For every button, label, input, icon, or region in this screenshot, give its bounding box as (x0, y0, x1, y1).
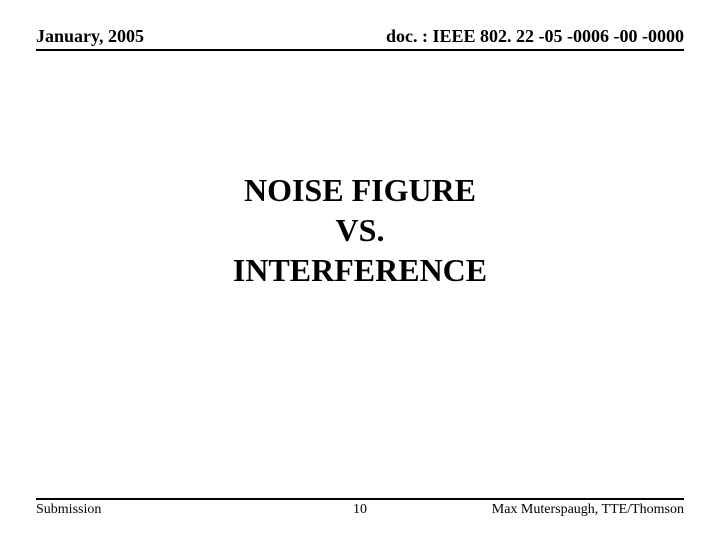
footer-page-number: 10 (353, 502, 367, 518)
footer-left: Submission (36, 502, 101, 518)
header-date: January, 2005 (36, 26, 144, 47)
footer-author: Max Muterspaugh, TTE/Thomson (492, 502, 684, 518)
slide-page: January, 2005 doc. : IEEE 802. 22 -05 -0… (0, 0, 720, 540)
title-line-3: INTERFERENCE (0, 250, 720, 290)
footer-bar: Submission 10 Max Muterspaugh, TTE/Thoms… (36, 498, 684, 518)
header-docid: doc. : IEEE 802. 22 -05 -0006 -00 -0000 (386, 26, 684, 47)
title-block: NOISE FIGURE VS. INTERFERENCE (0, 170, 720, 290)
title-line-2: VS. (0, 210, 720, 250)
header-bar: January, 2005 doc. : IEEE 802. 22 -05 -0… (36, 26, 684, 51)
title-line-1: NOISE FIGURE (0, 170, 720, 210)
